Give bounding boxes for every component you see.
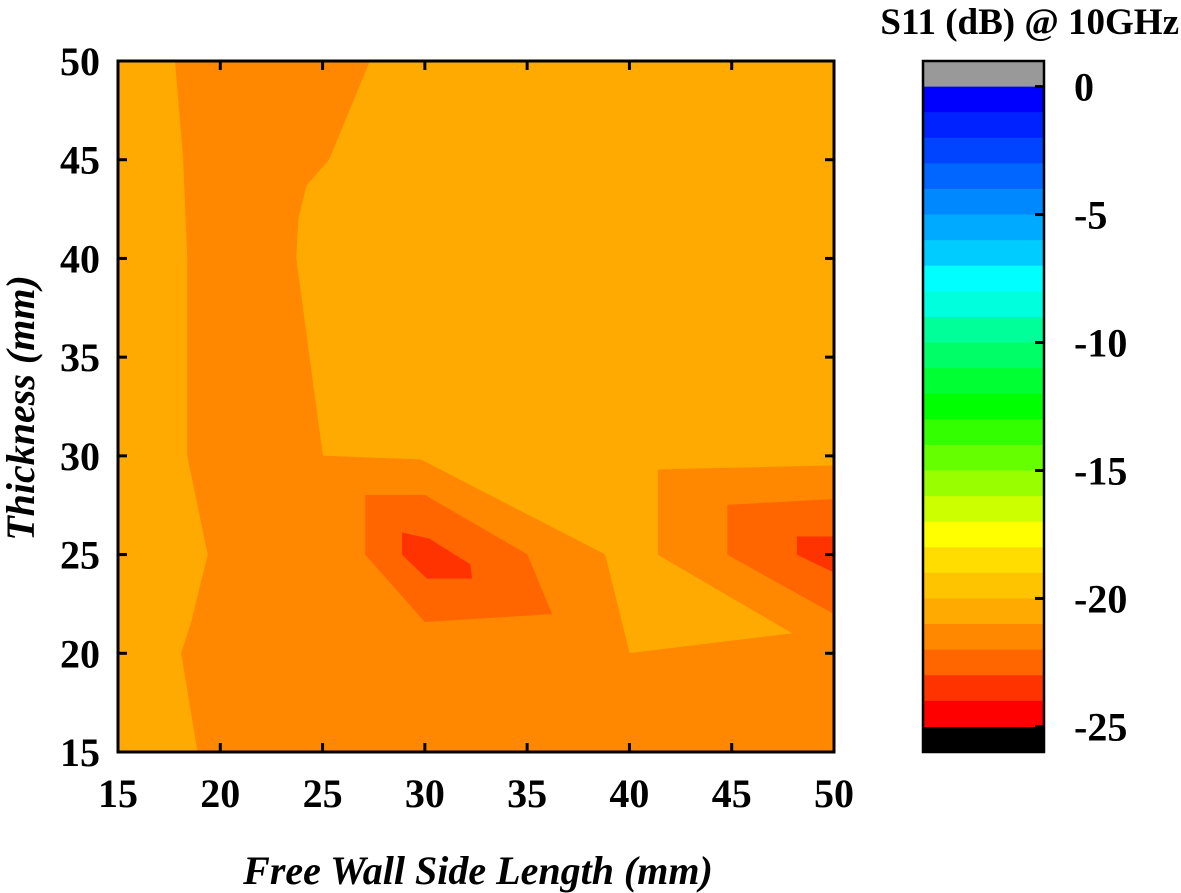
colorbar-swatch bbox=[923, 624, 1044, 651]
colorbar: 0 -5 -10 -15 -20 -25 bbox=[921, 59, 1127, 754]
colorbar-swatch bbox=[923, 86, 1044, 113]
y-tick-label: 30 bbox=[60, 434, 100, 479]
x-tick-label: 20 bbox=[200, 771, 240, 816]
colorbar-tick-label: -10 bbox=[1074, 321, 1127, 366]
colorbar-swatch bbox=[923, 598, 1044, 625]
x-tick-label: 45 bbox=[712, 771, 752, 816]
colorbar-swatch bbox=[923, 547, 1044, 574]
contour-region-3 bbox=[402, 532, 473, 579]
colorbar-swatch bbox=[923, 521, 1044, 548]
x-tick-label: 35 bbox=[507, 771, 547, 816]
colorbar-swatch bbox=[923, 137, 1044, 164]
x-axis-title: Free Wall Side Length (mm) bbox=[242, 848, 713, 893]
colorbar-tick-label: 0 bbox=[1074, 65, 1094, 110]
colorbar-swatch bbox=[923, 419, 1044, 446]
colorbar-swatch bbox=[923, 470, 1044, 497]
y-tick-label: 35 bbox=[60, 335, 100, 380]
colorbar-tick-label: -25 bbox=[1074, 704, 1127, 749]
x-tick-label: 15 bbox=[98, 771, 138, 816]
colorbar-swatch bbox=[923, 444, 1044, 472]
colorbar-swatch bbox=[923, 291, 1044, 318]
x-tick-label: 40 bbox=[609, 771, 649, 816]
colorbar-swatch bbox=[923, 393, 1044, 420]
colorbar-swatch bbox=[923, 163, 1044, 190]
y-tick-label: 15 bbox=[60, 730, 100, 775]
plot-area bbox=[116, 59, 836, 754]
contour-region-1 bbox=[174, 60, 835, 753]
y-tick-label: 50 bbox=[60, 39, 100, 84]
colorbar-swatch bbox=[923, 649, 1044, 676]
colorbar-swatch bbox=[923, 265, 1044, 292]
y-axis-title: Thickness (mm) bbox=[0, 275, 43, 541]
colorbar-tick-label: -20 bbox=[1074, 576, 1127, 621]
y-tick-label: 45 bbox=[60, 138, 100, 183]
colorbar-title: S11 (dB) @ 10GHz bbox=[880, 2, 1179, 43]
colorbar-swatch bbox=[923, 496, 1044, 523]
colorbar-tick-label: -15 bbox=[1074, 448, 1127, 493]
colorbar-over-swatch bbox=[923, 61, 1044, 87]
colorbar-tick-label: -5 bbox=[1074, 193, 1107, 238]
x-axis: 15 20 25 30 35 40 45 50 bbox=[98, 61, 854, 816]
colorbar-swatch bbox=[923, 675, 1044, 702]
x-tick-label: 30 bbox=[405, 771, 445, 816]
colorbar-swatch bbox=[923, 188, 1044, 216]
colorbar-under-swatch bbox=[923, 726, 1044, 752]
y-tick-label: 20 bbox=[60, 631, 100, 676]
y-axis: 15 20 25 30 35 40 45 50 bbox=[60, 39, 834, 775]
colorbar-swatch bbox=[923, 368, 1044, 395]
colorbar-swatch bbox=[923, 214, 1044, 241]
y-tick-label: 25 bbox=[60, 533, 100, 578]
colorbar-swatch bbox=[923, 342, 1044, 369]
y-tick-label: 40 bbox=[60, 236, 100, 281]
x-tick-label: 25 bbox=[303, 771, 343, 816]
colorbar-frame bbox=[921, 59, 1046, 754]
colorbar-swatch bbox=[923, 240, 1044, 267]
colorbar-swatch bbox=[923, 112, 1044, 139]
colorbar-swatch bbox=[923, 700, 1044, 728]
x-tick-label: 50 bbox=[814, 771, 854, 816]
colorbar-swatch bbox=[923, 316, 1044, 344]
plot-frame bbox=[116, 59, 836, 754]
colorbar-swatch bbox=[923, 572, 1044, 600]
